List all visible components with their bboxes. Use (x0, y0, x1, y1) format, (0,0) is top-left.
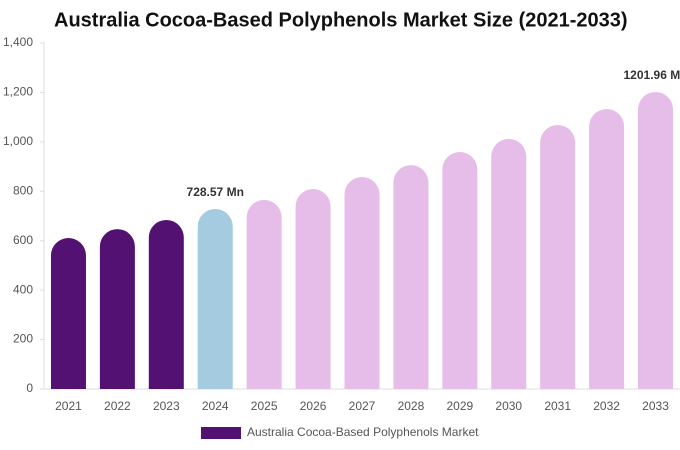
y-tick-label: 1,000 (3, 134, 33, 148)
y-tick-label: 200 (13, 332, 33, 346)
y-tick-label: 600 (13, 233, 33, 247)
bar (589, 108, 625, 389)
bar (393, 165, 429, 389)
x-tick-label: 2025 (251, 399, 278, 413)
y-tick-label: 800 (13, 183, 33, 197)
y-tick-label: 0 (26, 381, 33, 395)
x-tick-label: 2026 (300, 399, 327, 413)
bar (442, 151, 478, 389)
x-tick-label: 2032 (593, 399, 620, 413)
y-tick-label: 1,400 (3, 35, 33, 49)
bar (491, 138, 527, 389)
legend-swatch (201, 427, 241, 439)
bar (344, 176, 380, 389)
legend-label: Australia Cocoa-Based Polyphenols Market (247, 425, 479, 439)
bar (50, 237, 86, 389)
x-tick-label: 2022 (104, 399, 131, 413)
bar (540, 125, 576, 390)
x-tick-label: 2033 (642, 399, 669, 413)
x-tick-label: 2031 (544, 399, 571, 413)
bar (197, 208, 233, 389)
y-tick-label: 1,200 (3, 85, 33, 99)
bar (246, 199, 282, 389)
x-tick-label: 2023 (153, 399, 180, 413)
x-tick-label: 2029 (446, 399, 473, 413)
x-tick-label: 2027 (349, 399, 376, 413)
data-label: 728.57 Mn (187, 185, 244, 199)
bar (295, 189, 331, 389)
y-tick-label: 400 (13, 282, 33, 296)
chart-title: Australia Cocoa-Based Polyphenols Market… (54, 9, 628, 31)
x-tick-label: 2030 (495, 399, 522, 413)
x-tick-label: 2024 (202, 399, 229, 413)
x-tick-label: 2021 (55, 399, 82, 413)
x-tick-label: 2028 (398, 399, 425, 413)
bar (638, 91, 674, 390)
data-label: 1201.96 Mn (624, 68, 680, 82)
bar (99, 229, 135, 389)
bar (148, 219, 184, 389)
